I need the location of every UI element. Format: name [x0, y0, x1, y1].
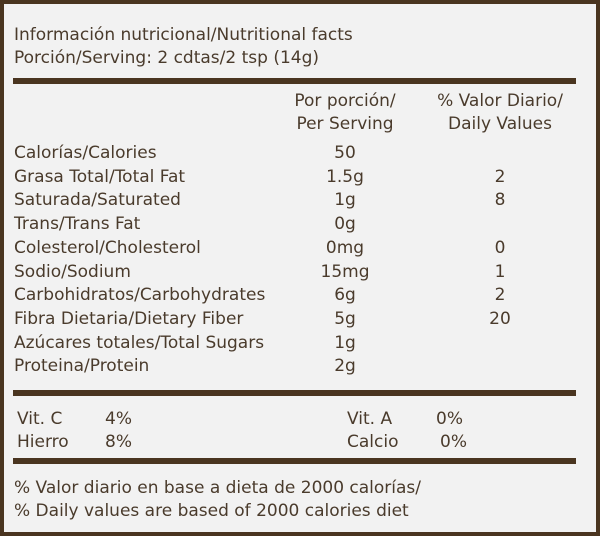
nutrient-daily-value: 2	[494, 166, 506, 187]
divider	[13, 390, 576, 396]
nutrient-name: Carbohidratos/Carbohydrates	[14, 285, 266, 306]
serving-size: Porción/Serving: 2 cdtas/2 tsp (14g)	[14, 48, 320, 68]
nutrient-daily-value: 2	[494, 285, 506, 306]
nutrient-name: Azúcares totales/Total Sugars	[14, 332, 265, 353]
header-per-serving: Por porción/ Per Serving	[290, 90, 400, 136]
vitamin-name: Hierro	[17, 432, 69, 452]
nutrient-name: Trans/Trans Fat	[14, 214, 141, 235]
nutrient-amount: 5g	[334, 308, 356, 329]
nutrient-amount: 1.5g	[326, 166, 364, 187]
vitamin-name: Vit. C	[17, 409, 63, 429]
nutrient-amount: 6g	[334, 285, 356, 306]
vitamin-name: Vit. A	[347, 409, 393, 429]
vitamin-name: Calcio	[347, 432, 399, 452]
vitamin-value: 0%	[436, 409, 463, 429]
nutrient-name: Fibra Dietaria/Dietary Fiber	[14, 308, 244, 329]
header-daily-line1: % Valor Diario/	[437, 91, 563, 111]
header-per-serving-line1: Por porción/	[294, 91, 396, 111]
vitamin-value: 0%	[440, 432, 467, 452]
nutrient-daily-value: 0	[494, 237, 506, 258]
nutrient-daily-value: 8	[494, 190, 506, 211]
nutrient-name: Sodio/Sodium	[14, 261, 131, 282]
nutrient-name: Proteina/Protein	[14, 356, 150, 377]
header-daily-values: % Valor Diario/ Daily Values	[430, 90, 570, 136]
nutrient-daily-value: 1	[494, 261, 506, 282]
nutrient-name: Calorías/Calories	[14, 143, 157, 163]
divider	[13, 458, 576, 464]
header-per-serving-line2: Per Serving	[296, 114, 394, 134]
header-daily-line2: Daily Values	[448, 114, 552, 134]
vitamin-value: 4%	[105, 409, 132, 429]
nutrient-amount: 0g	[334, 214, 356, 235]
nutrient-daily-value: 20	[489, 308, 511, 329]
nutrient-amount: 1g	[334, 190, 356, 211]
nutrient-name: Grasa Total/Total Fat	[14, 166, 186, 187]
nutrient-amount: 0mg	[325, 237, 365, 258]
nutrient-amount: 15mg	[320, 261, 370, 282]
nutrient-name: Colesterol/Cholesterol	[14, 237, 201, 258]
vitamin-value: 8%	[105, 432, 132, 452]
label-title: Información nutricional/Nutritional fact…	[14, 25, 353, 45]
divider	[13, 78, 576, 84]
footer-note-es: % Valor diario en base a dieta de 2000 c…	[14, 478, 422, 498]
nutrient-name: Saturada/Saturated	[14, 190, 181, 211]
footer-note-en: % Daily values are based of 2000 calorie…	[14, 501, 409, 521]
nutrient-amount: 2g	[334, 356, 356, 377]
nutrient-amount: 1g	[334, 332, 356, 353]
nutrient-amount: 50	[334, 143, 356, 163]
